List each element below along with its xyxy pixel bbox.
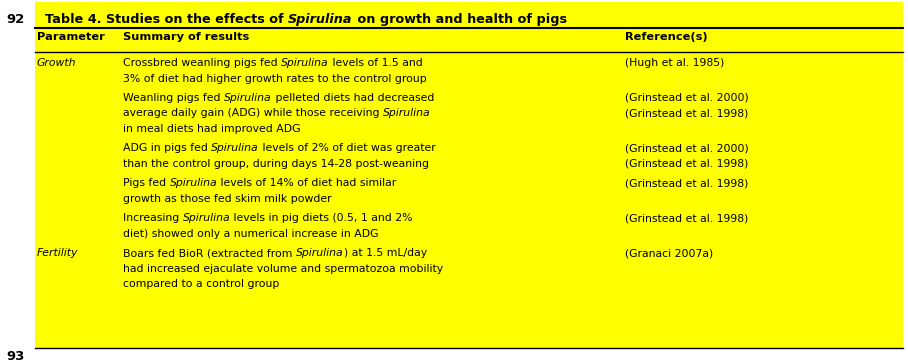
Text: Spirulina: Spirulina — [183, 213, 231, 224]
Text: (Grinstead et al. 1998): (Grinstead et al. 1998) — [625, 108, 748, 118]
Text: on growth and health of pigs: on growth and health of pigs — [352, 13, 567, 26]
Text: Boars fed BioR (extracted from: Boars fed BioR (extracted from — [123, 248, 296, 258]
Text: Reference(s): Reference(s) — [625, 32, 707, 42]
Text: Summary of results: Summary of results — [123, 32, 250, 42]
Text: 93: 93 — [6, 350, 25, 360]
Text: average daily gain (ADG) while those receiving: average daily gain (ADG) while those rec… — [123, 108, 383, 118]
Text: growth as those fed skim milk powder: growth as those fed skim milk powder — [123, 194, 331, 204]
Text: Parameter: Parameter — [37, 32, 105, 42]
Text: Growth: Growth — [37, 58, 76, 68]
Text: Spirulina: Spirulina — [281, 58, 329, 68]
Text: compared to a control group: compared to a control group — [123, 279, 280, 289]
Text: levels of 2% of diet was greater: levels of 2% of diet was greater — [259, 144, 436, 153]
Text: 92: 92 — [6, 13, 25, 26]
Text: (Granaci 2007a): (Granaci 2007a) — [625, 248, 714, 258]
Text: diet) showed only a numerical increase in ADG: diet) showed only a numerical increase i… — [123, 229, 379, 239]
Text: (Grinstead et al. 2000): (Grinstead et al. 2000) — [625, 93, 749, 103]
Text: (Grinstead et al. 1998): (Grinstead et al. 1998) — [625, 213, 748, 224]
Text: Weanling pigs fed: Weanling pigs fed — [123, 93, 224, 103]
Bar — [35, 28, 903, 52]
Text: Spirulina: Spirulina — [170, 179, 217, 189]
Text: Pigs fed: Pigs fed — [123, 179, 170, 189]
Text: ) at 1.5 mL/day: ) at 1.5 mL/day — [343, 248, 427, 258]
Text: Table 4. Studies on the effects of: Table 4. Studies on the effects of — [45, 13, 288, 26]
Text: Spirulina: Spirulina — [296, 248, 343, 258]
Text: pelleted diets had decreased: pelleted diets had decreased — [271, 93, 434, 103]
Text: (Hugh et al. 1985): (Hugh et al. 1985) — [625, 58, 725, 68]
Text: (Grinstead et al. 2000): (Grinstead et al. 2000) — [625, 144, 749, 153]
Text: (Grinstead et al. 1998): (Grinstead et al. 1998) — [625, 159, 748, 169]
Text: Spirulina: Spirulina — [212, 144, 259, 153]
Text: had increased ejaculate volume and spermatozoa mobility: had increased ejaculate volume and sperm… — [123, 264, 443, 274]
Bar — [35, 2, 903, 28]
Text: Spirulina: Spirulina — [288, 13, 352, 26]
Text: Crossbred weanling pigs fed: Crossbred weanling pigs fed — [123, 58, 281, 68]
Text: Spirulina: Spirulina — [383, 108, 430, 118]
Text: than the control group, during days 14-28 post-weaning: than the control group, during days 14-2… — [123, 159, 429, 169]
Text: levels in pig diets (0.5, 1 and 2%: levels in pig diets (0.5, 1 and 2% — [231, 213, 413, 224]
Text: levels of 1.5 and: levels of 1.5 and — [329, 58, 422, 68]
Text: Increasing: Increasing — [123, 213, 183, 224]
Text: Fertility: Fertility — [37, 248, 78, 258]
Text: (Grinstead et al. 1998): (Grinstead et al. 1998) — [625, 179, 748, 189]
Text: levels of 14% of diet had similar: levels of 14% of diet had similar — [217, 179, 397, 189]
Text: ADG in pigs fed: ADG in pigs fed — [123, 144, 212, 153]
Text: in meal diets had improved ADG: in meal diets had improved ADG — [123, 124, 301, 134]
Text: 3% of diet had higher growth rates to the control group: 3% of diet had higher growth rates to th… — [123, 73, 427, 84]
Text: Spirulina: Spirulina — [224, 93, 271, 103]
Bar — [35, 52, 903, 348]
